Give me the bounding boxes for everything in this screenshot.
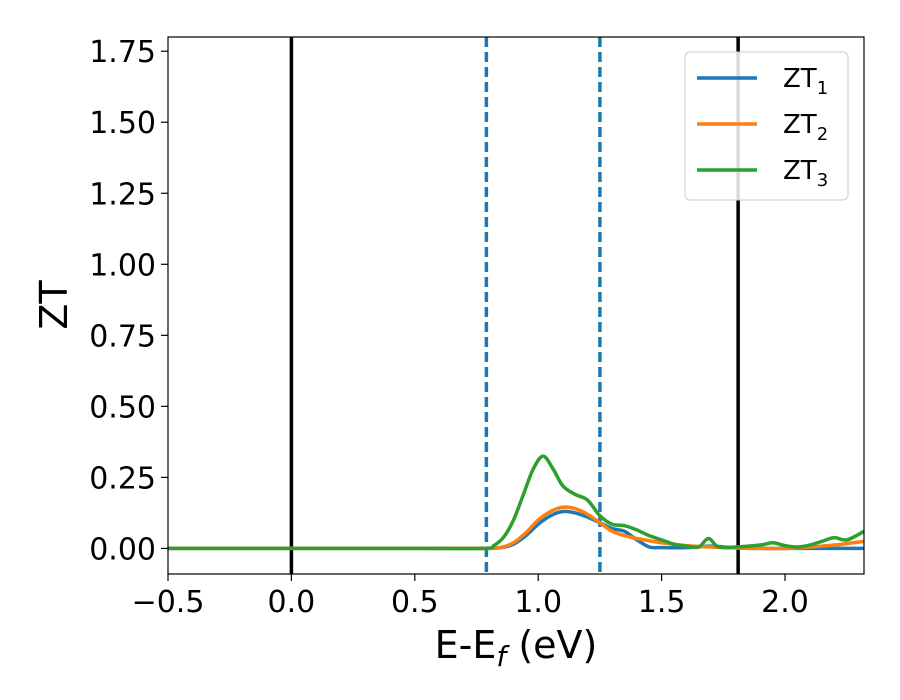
legend-label-2: ZT2 (783, 110, 828, 145)
x-axis-label: E-Ef (eV) (435, 623, 598, 673)
y-axis-label: ZT (32, 280, 76, 330)
y-axis: 0.00 0.25 0.50 0.75 1.00 1.25 1.50 1.75 (89, 35, 168, 567)
y-tick-label: 1.25 (89, 177, 156, 212)
x-tick-label: 2.0 (761, 585, 809, 620)
legend-label-3: ZT3 (783, 156, 828, 191)
plot-frame (167, 36, 865, 575)
series-line-3 (168, 454, 864, 551)
x-tick-label: −0.5 (132, 585, 205, 620)
x-tick-label: 1.0 (514, 585, 562, 620)
legend-box (684, 51, 849, 201)
legend-label-1: ZT1 (783, 64, 828, 99)
y-tick-label: 0.25 (89, 461, 156, 496)
legend: ZT1 ZT2 ZT3 (684, 51, 849, 201)
x-tick-label: 0.0 (268, 585, 316, 620)
y-tick-label: 1.50 (89, 106, 156, 141)
y-tick-label: 0.75 (89, 319, 156, 354)
series-layer (168, 454, 864, 551)
y-tick-label: 0.50 (89, 390, 156, 425)
y-tick-label: 0.00 (89, 532, 156, 567)
y-tick-label: 1.00 (89, 248, 156, 283)
x-tick-label: 0.5 (391, 585, 439, 620)
y-tick-label: 1.75 (89, 35, 156, 70)
x-tick-label: 1.5 (638, 585, 686, 620)
x-axis: −0.5 0.0 0.5 1.0 1.5 2.0 (132, 574, 809, 620)
reference-lines (289, 37, 740, 574)
